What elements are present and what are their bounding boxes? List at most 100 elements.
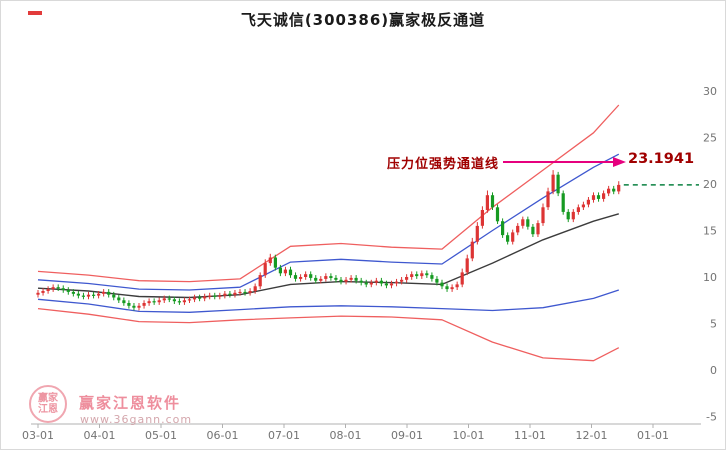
candle-body (460, 272, 464, 285)
channel-line-lower-outer-red (37, 307, 620, 362)
watermark-logo-text-top: 赢家 (38, 392, 58, 404)
candle-body (490, 195, 495, 208)
x-tick-label: 11-01 (514, 429, 546, 442)
candle-body (475, 225, 479, 242)
candle-body (147, 301, 151, 304)
x-tick-label: 04-01 (84, 429, 116, 442)
chart-title: 飞天诚信(300386)赢家极反通道 (240, 11, 486, 29)
candle-body (526, 219, 530, 227)
candle-body (314, 277, 318, 281)
candle-body (263, 263, 267, 276)
candle-body (591, 195, 596, 200)
candle-body (162, 298, 166, 301)
candle-body (501, 221, 505, 236)
candle-body (546, 191, 550, 208)
candle-body (576, 207, 580, 212)
candle-body (617, 184, 621, 192)
x-tick-label: 05-01 (145, 429, 177, 442)
candle-body (561, 193, 565, 212)
candle-body (319, 278, 323, 281)
candle-body (379, 280, 383, 284)
candle-body (521, 219, 525, 226)
candle-body (506, 235, 510, 242)
candle-body (228, 293, 232, 295)
y-tick-label: -5 (706, 411, 717, 424)
x-tick-label: 06-01 (207, 429, 239, 442)
candle-body (541, 207, 545, 224)
candle-body (374, 280, 378, 283)
candle-body (556, 174, 560, 194)
candle-body (258, 275, 262, 287)
candle-body (248, 291, 252, 293)
candle-body (293, 275, 298, 279)
candle-body (602, 193, 606, 199)
candle-body (112, 294, 116, 298)
candle-body (198, 297, 202, 299)
candle-body (213, 295, 217, 297)
candle-body (339, 279, 343, 282)
candle-body (334, 277, 338, 280)
candle-body (485, 195, 489, 211)
y-tick-label: 25 (703, 132, 717, 145)
candle-body (132, 305, 136, 308)
candle-body (420, 273, 424, 277)
x-tick-label: 08-01 (330, 429, 362, 442)
candle-body (253, 286, 257, 291)
candle-body (480, 210, 484, 226)
candle-body (400, 279, 404, 282)
y-tick-label: 10 (703, 271, 717, 284)
x-tick-label: 07-01 (268, 429, 300, 442)
candle-body (238, 291, 242, 294)
candle-body (268, 257, 272, 264)
candle-body (455, 284, 459, 288)
pressure-level-value: 23.1941 (628, 151, 695, 167)
candle-body (243, 291, 247, 294)
candle-body (536, 223, 540, 235)
candle-body (218, 295, 222, 297)
candle-body (102, 291, 106, 294)
candle-body (329, 276, 333, 278)
candle-body (92, 294, 96, 296)
candle-body (122, 300, 126, 304)
candle-body (425, 273, 429, 276)
candle-body (612, 188, 616, 192)
y-tick-label: 30 (703, 85, 717, 98)
candle-body (71, 291, 75, 294)
candle-body (233, 292, 237, 295)
y-tick-label: 20 (703, 178, 717, 191)
candle-body (531, 226, 535, 235)
channel-line-upper-inner-blue (37, 153, 620, 291)
candle-body (571, 211, 575, 220)
candle-body (410, 274, 414, 277)
candle-body (364, 282, 368, 285)
channel-line-middle-black (37, 213, 619, 299)
x-tick-label: 09-01 (391, 429, 423, 442)
channel-line-lower-inner-blue (37, 289, 620, 313)
x-tick-label: 10-01 (453, 429, 485, 442)
candle-body (309, 274, 313, 278)
candle-body (182, 300, 186, 303)
candle-body (192, 297, 197, 300)
candle-body (177, 301, 181, 303)
candle-body (56, 287, 60, 289)
candle-body (450, 287, 454, 290)
candle-body (440, 282, 444, 287)
x-tick-label: 03-01 (22, 429, 54, 442)
corner-red-mark (28, 11, 42, 15)
candle-body (137, 305, 141, 308)
candle-body (299, 277, 303, 279)
candle-body (283, 269, 287, 274)
candle-body (349, 277, 353, 280)
candle-body (566, 211, 570, 220)
candle-body (551, 174, 555, 192)
watermark-url: www.36gann.com (80, 413, 193, 426)
candle-body (76, 293, 80, 296)
y-tick-label: 0 (710, 364, 717, 377)
candle-body (516, 225, 520, 233)
candle-body (223, 293, 227, 296)
candle-body (389, 283, 394, 286)
candle-body (586, 199, 590, 205)
candle-body (152, 301, 156, 303)
